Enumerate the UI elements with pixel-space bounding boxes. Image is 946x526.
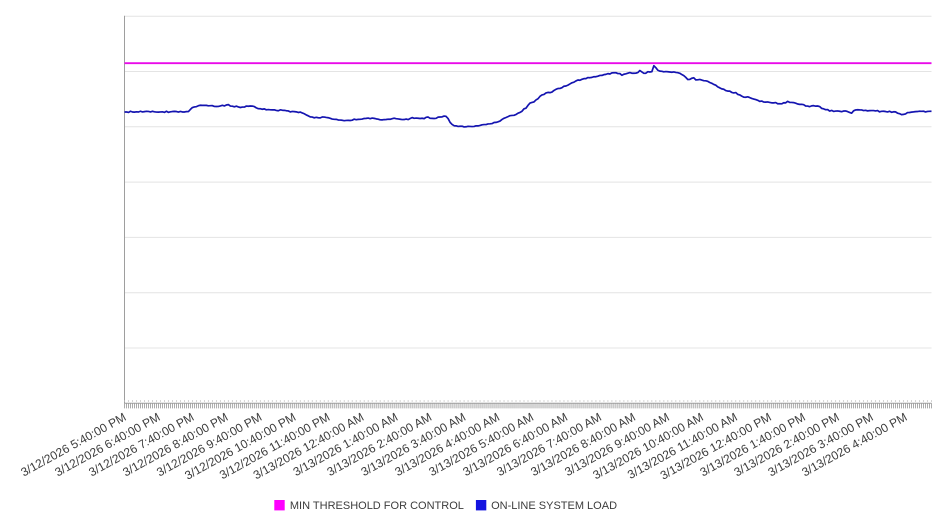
svg-text:ON-LINE SYSTEM LOAD: ON-LINE SYSTEM LOAD [491, 500, 617, 512]
svg-text:MIN THRESHOLD FOR CONTROL: MIN THRESHOLD FOR CONTROL [290, 500, 464, 512]
